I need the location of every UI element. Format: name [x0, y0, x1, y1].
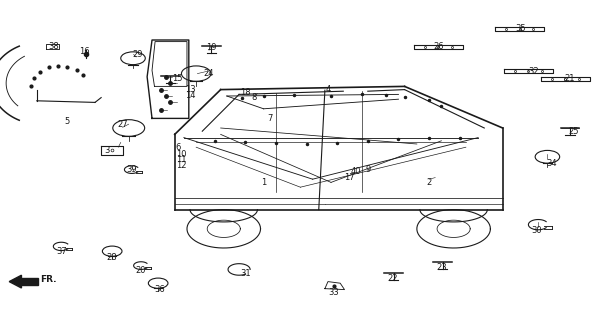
Text: 4: 4 — [326, 85, 330, 94]
Text: 31: 31 — [240, 269, 251, 278]
Text: 39: 39 — [126, 165, 137, 174]
Text: 17: 17 — [344, 173, 355, 182]
Text: 11: 11 — [176, 156, 187, 164]
Text: 32: 32 — [528, 68, 539, 76]
Text: 6: 6 — [175, 143, 180, 152]
Text: 12: 12 — [176, 161, 187, 170]
Text: 22: 22 — [387, 274, 398, 283]
Text: 30: 30 — [531, 226, 542, 235]
Text: 25: 25 — [568, 127, 579, 136]
Text: 29: 29 — [132, 50, 143, 59]
Text: 10: 10 — [176, 150, 187, 159]
Text: 16: 16 — [79, 47, 90, 56]
Text: 26: 26 — [433, 42, 444, 51]
Polygon shape — [9, 275, 21, 288]
Text: 8: 8 — [252, 93, 257, 102]
Text: 20: 20 — [135, 266, 147, 275]
Polygon shape — [21, 278, 38, 285]
Text: 36: 36 — [154, 285, 165, 294]
Text: 24: 24 — [203, 69, 214, 78]
Text: 27: 27 — [117, 120, 128, 129]
Text: 35: 35 — [516, 24, 527, 33]
Text: 21: 21 — [565, 74, 576, 83]
Text: 28: 28 — [107, 253, 118, 262]
Text: 18: 18 — [240, 88, 251, 97]
Text: 9: 9 — [365, 165, 370, 174]
Text: 2: 2 — [427, 178, 432, 187]
Text: 15: 15 — [172, 74, 183, 83]
Text: 13: 13 — [185, 85, 196, 94]
Text: 38: 38 — [48, 42, 59, 51]
Text: 14: 14 — [185, 91, 196, 100]
Text: 34: 34 — [546, 159, 557, 168]
Text: FR.: FR. — [40, 276, 57, 284]
Text: 40: 40 — [350, 167, 361, 176]
Text: 5: 5 — [65, 117, 70, 126]
Text: 7: 7 — [267, 114, 272, 123]
Text: 37: 37 — [56, 247, 67, 256]
Text: 1: 1 — [261, 178, 266, 187]
Text: 33: 33 — [329, 288, 340, 297]
Text: 19: 19 — [206, 44, 217, 52]
Text: 23: 23 — [436, 263, 447, 272]
Text: 3: 3 — [105, 146, 110, 155]
